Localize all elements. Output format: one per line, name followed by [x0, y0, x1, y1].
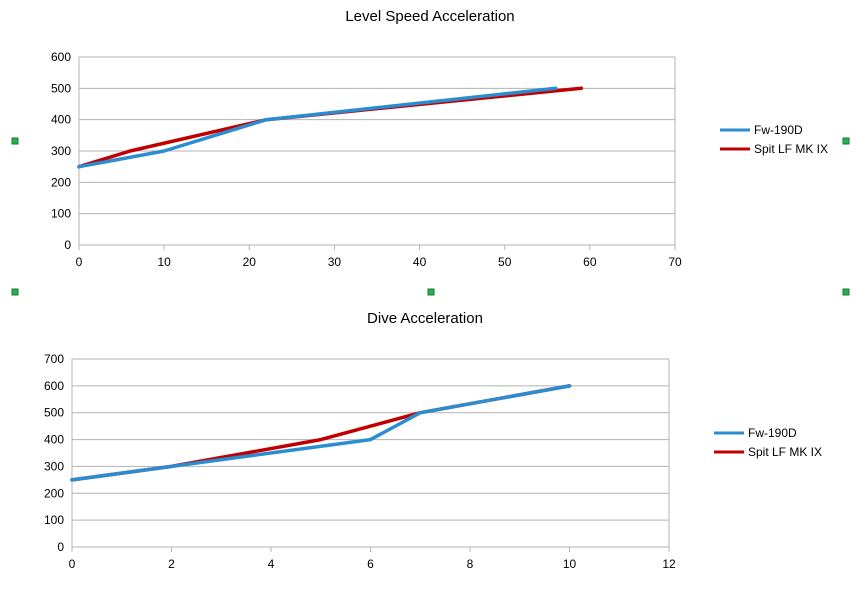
x-tick-label: 4 — [268, 557, 275, 571]
chart-title: Dive Acceleration — [367, 310, 483, 327]
chart-level-speed-acceleration[interactable]: Level Speed Acceleration0100200300400500… — [51, 8, 828, 269]
x-tick-label: 12 — [662, 557, 676, 571]
x-tick-label: 0 — [76, 255, 83, 269]
legend-label: Spit LF MK IX — [748, 445, 822, 459]
x-tick-label: 40 — [413, 255, 427, 269]
y-tick-label: 100 — [51, 207, 71, 221]
y-tick-label: 600 — [51, 50, 71, 64]
x-tick-label: 60 — [583, 255, 597, 269]
legend-label: Fw-190D — [754, 123, 803, 137]
x-tick-label: 8 — [467, 557, 474, 571]
y-tick-label: 600 — [44, 379, 64, 393]
x-tick-label: 20 — [243, 255, 257, 269]
selection-handle[interactable] — [842, 288, 850, 296]
y-tick-label: 500 — [44, 406, 64, 420]
chart-dive-acceleration[interactable]: Dive Acceleration 0 100 200 300 400 500 600 700 0… — [44, 310, 822, 571]
selection-handle[interactable] — [11, 288, 19, 296]
x-tick-label: 0 — [69, 557, 76, 571]
series-line-spit-lf-mk-ix — [77, 86, 584, 169]
selection-handles[interactable] — [11, 137, 850, 296]
y-tick-label: 400 — [51, 113, 71, 127]
y-tick-label: 0 — [64, 238, 71, 252]
y-tick-label: 500 — [51, 81, 71, 95]
series-line-fw-190d — [70, 384, 572, 482]
y-tick-label: 400 — [44, 433, 64, 447]
x-tick-label: 10 — [563, 557, 577, 571]
x-tick-label: 30 — [328, 255, 342, 269]
selection-handle[interactable] — [427, 288, 435, 296]
x-tick-label: 10 — [157, 255, 171, 269]
y-tick-label: 300 — [51, 144, 71, 158]
y-tick-label: 0 — [57, 540, 64, 554]
y-tick-label: 200 — [51, 175, 71, 189]
y-tick-label: 200 — [44, 486, 64, 500]
selection-handle[interactable] — [842, 137, 850, 145]
y-tick-label: 700 — [44, 352, 64, 366]
y-tick-label: 300 — [44, 459, 64, 473]
legend-label: Spit LF MK IX — [754, 142, 828, 156]
x-tick-label: 70 — [668, 255, 682, 269]
x-tick-label: 6 — [367, 557, 374, 571]
legend-label: Fw-190D — [748, 426, 797, 440]
x-tick-label: 2 — [168, 557, 175, 571]
series-line-fw-190d — [77, 86, 558, 169]
x-tick-label: 50 — [498, 255, 512, 269]
y-tick-label: 100 — [44, 513, 64, 527]
selection-handle[interactable] — [11, 137, 19, 145]
chart-title: Level Speed Acceleration — [345, 8, 514, 25]
